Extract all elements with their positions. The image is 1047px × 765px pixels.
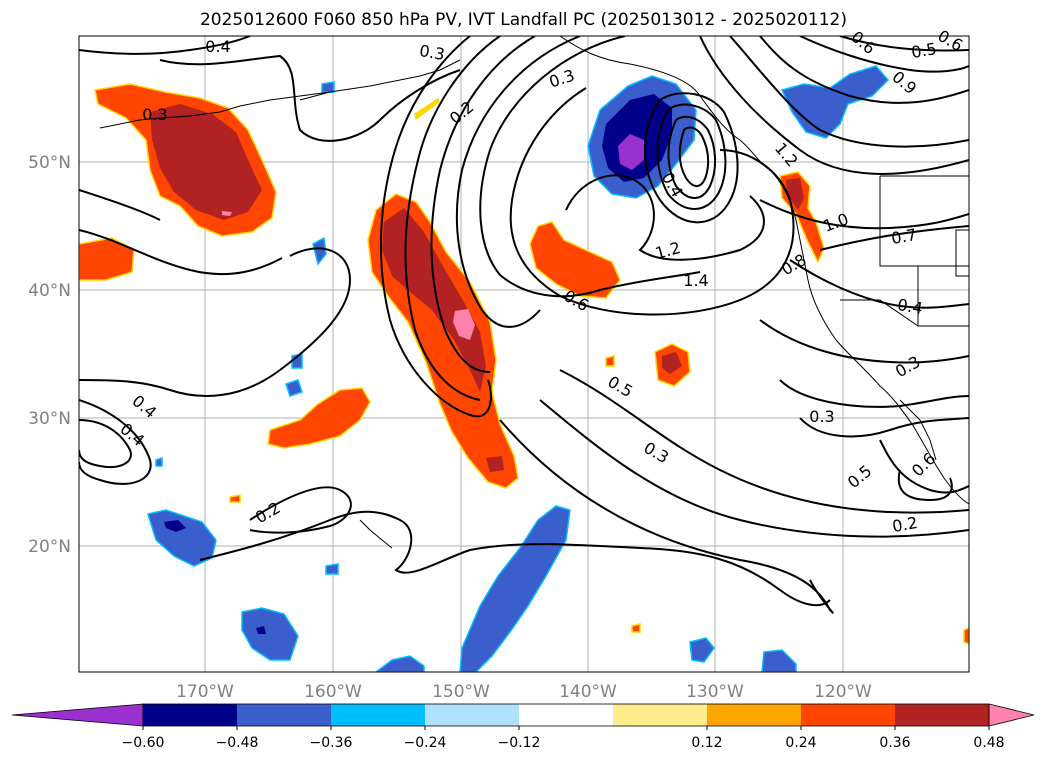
contour-label: 0.3	[809, 407, 834, 426]
colorbar-box	[895, 704, 990, 726]
colorbar-box	[707, 704, 802, 726]
colorbar-extend-high	[988, 703, 1035, 727]
contour-label: 0.3	[418, 41, 446, 64]
colorbar-box	[237, 704, 332, 726]
coastlines	[99, 36, 969, 549]
colorbar-tick-label: −0.60	[122, 735, 165, 751]
lon-tick-120w: 120°W	[814, 682, 872, 702]
colorbar-tick-label: 0.12	[691, 735, 722, 751]
lat-tick-40n: 40°N	[28, 281, 71, 301]
lon-tick-150w: 150°W	[432, 682, 490, 702]
contour-label: 0.3	[142, 105, 167, 124]
pv-contours	[79, 36, 969, 614]
colorbar-tick-label: −0.12	[498, 735, 541, 751]
map-gridlines	[79, 36, 969, 672]
lon-tick-130w: 130°W	[686, 682, 744, 702]
colorbar-outline	[142, 703, 990, 727]
colorbar-box	[143, 704, 238, 726]
lon-tick-170w: 170°W	[176, 682, 234, 702]
colorbar-tick-label: 0.24	[785, 735, 816, 751]
lon-tick-140w: 140°W	[559, 682, 617, 702]
lat-tick-50n: 50°N	[28, 153, 71, 173]
colorbar-box	[331, 704, 426, 726]
contour-label: 0.4	[896, 295, 924, 318]
colorbar-tick-label: −0.24	[404, 735, 447, 751]
colorbar-box	[801, 704, 896, 726]
map-title: 2025012600 F060 850 hPa PV, IVT Landfall…	[199, 10, 847, 30]
colorbar-box	[519, 704, 614, 726]
colorbar-extend-low	[11, 703, 144, 727]
colorbar-box	[425, 704, 520, 726]
colorbar-tick-label: 0.48	[973, 735, 1004, 751]
contour-label: 1.4	[683, 271, 708, 290]
contour-label: 0.4	[205, 37, 230, 56]
map-frame	[78, 35, 970, 673]
colorbar	[11, 703, 1035, 727]
lat-tick-30n: 30°N	[28, 409, 71, 429]
latitude-tick-labels: 50°N 40°N 30°N 20°N	[28, 153, 71, 557]
contour-label: 0.2	[891, 513, 919, 536]
colorbar-labels: −0.60 −0.48 −0.36 −0.24 −0.12 0.12 0.24 0.36 0.4…	[122, 726, 1005, 751]
colorbar-tick-label: −0.36	[310, 735, 353, 751]
lon-tick-160w: 160°W	[304, 682, 362, 702]
colorbar-tick-label: −0.48	[216, 735, 259, 751]
colorbar-tick-label: 0.36	[879, 735, 910, 751]
lat-tick-20n: 20°N	[28, 537, 71, 557]
contour-label: 0.5	[910, 39, 938, 62]
longitude-tick-labels: 170°W 160°W 150°W 140°W 130°W 120°W	[176, 682, 872, 702]
contour-label: 0.7	[890, 225, 918, 248]
colorbar-box	[613, 704, 708, 726]
